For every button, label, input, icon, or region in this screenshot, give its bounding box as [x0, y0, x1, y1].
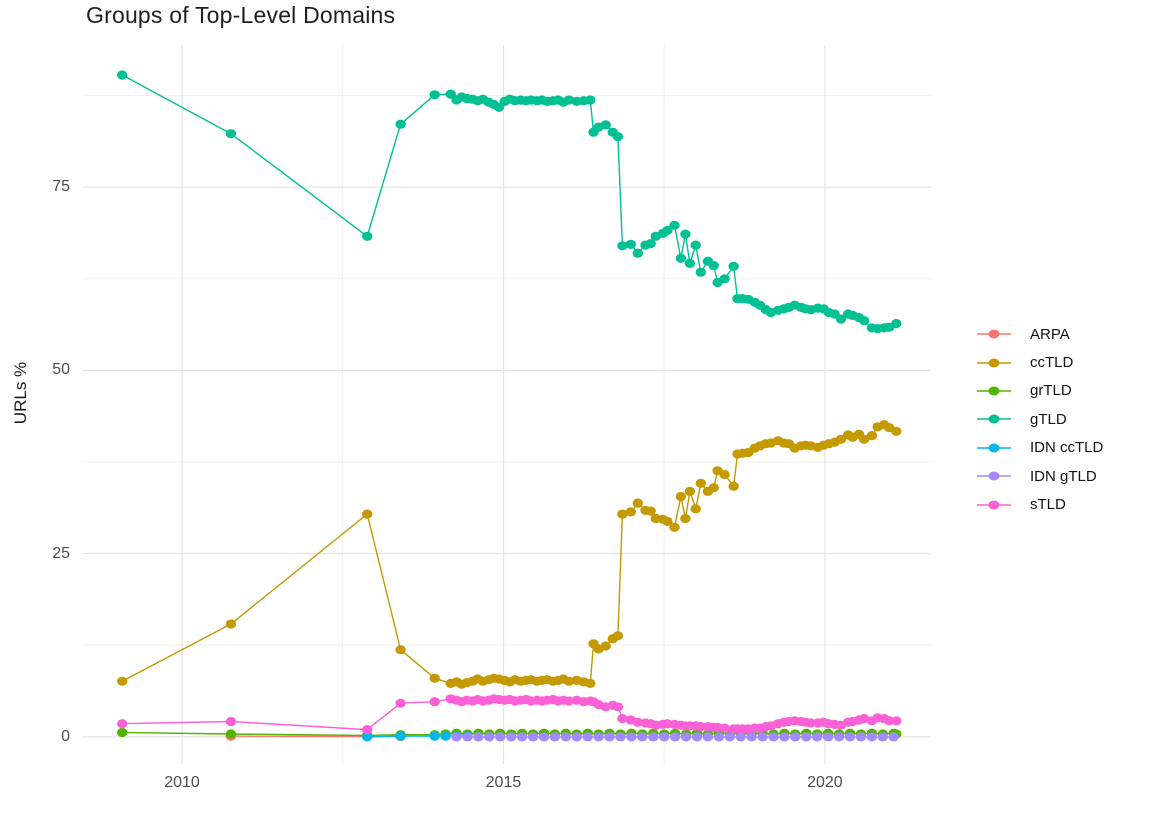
legend-label: gTLD: [1030, 410, 1067, 428]
legend-label: grTLD: [1030, 382, 1072, 400]
legend: ARPA ccTLD grTLD gTLD IDN ccTLD IDN gTLD sTLD: [977, 320, 1103, 519]
y-tick-label-75: 75: [52, 178, 70, 196]
legend-item-grTLD: grTLD: [977, 377, 1103, 405]
series-line-gTLD: [121, 74, 897, 330]
legend-label: ARPA: [1030, 325, 1070, 343]
legend-key-icon: [977, 328, 1011, 340]
series-points-ccTLD: [117, 420, 902, 689]
legend-key-icon: [977, 413, 1011, 425]
series-points-IDN gTLD: [451, 732, 899, 742]
legend-item-ccTLD: ccTLD: [977, 348, 1103, 376]
y-axis-title: URLs %: [11, 361, 30, 425]
y-tick-label-0: 0: [61, 727, 70, 745]
series-points: [117, 70, 902, 742]
legend-key-icon: [977, 470, 1011, 482]
y-tick-label-25: 25: [52, 544, 70, 562]
legend-label: sTLD: [1030, 496, 1066, 514]
legend-item-gTLD: gTLD: [977, 405, 1103, 433]
legend-key-icon: [977, 499, 1011, 511]
legend-label: ccTLD: [1030, 354, 1074, 372]
series-points-gTLD: [117, 70, 902, 334]
legend-item-sTLD: sTLD: [977, 490, 1103, 518]
x-tick-label-2015: 2015: [485, 774, 522, 791]
legend-item-ARPA: ARPA: [977, 320, 1103, 348]
chart-title: Groups of Top-Level Domains: [86, 2, 396, 28]
y-tick-label-50: 50: [52, 361, 70, 379]
legend-item-IDN ccTLD: IDN ccTLD: [977, 434, 1103, 462]
series-points-sTLD: [117, 694, 902, 735]
legend-label: IDN ccTLD: [1030, 439, 1104, 457]
x-tick-label-2010: 2010: [164, 774, 200, 791]
legend-label: IDN gTLD: [1030, 467, 1097, 485]
series-lines: [121, 74, 897, 738]
legend-item-IDN gTLD: IDN gTLD: [977, 462, 1103, 490]
gridlines: [83, 45, 931, 764]
x-tick-label-2020: 2020: [807, 774, 843, 791]
legend-key-icon: [977, 385, 1011, 397]
legend-key-icon: [977, 357, 1011, 369]
legend-key-icon: [977, 442, 1011, 454]
